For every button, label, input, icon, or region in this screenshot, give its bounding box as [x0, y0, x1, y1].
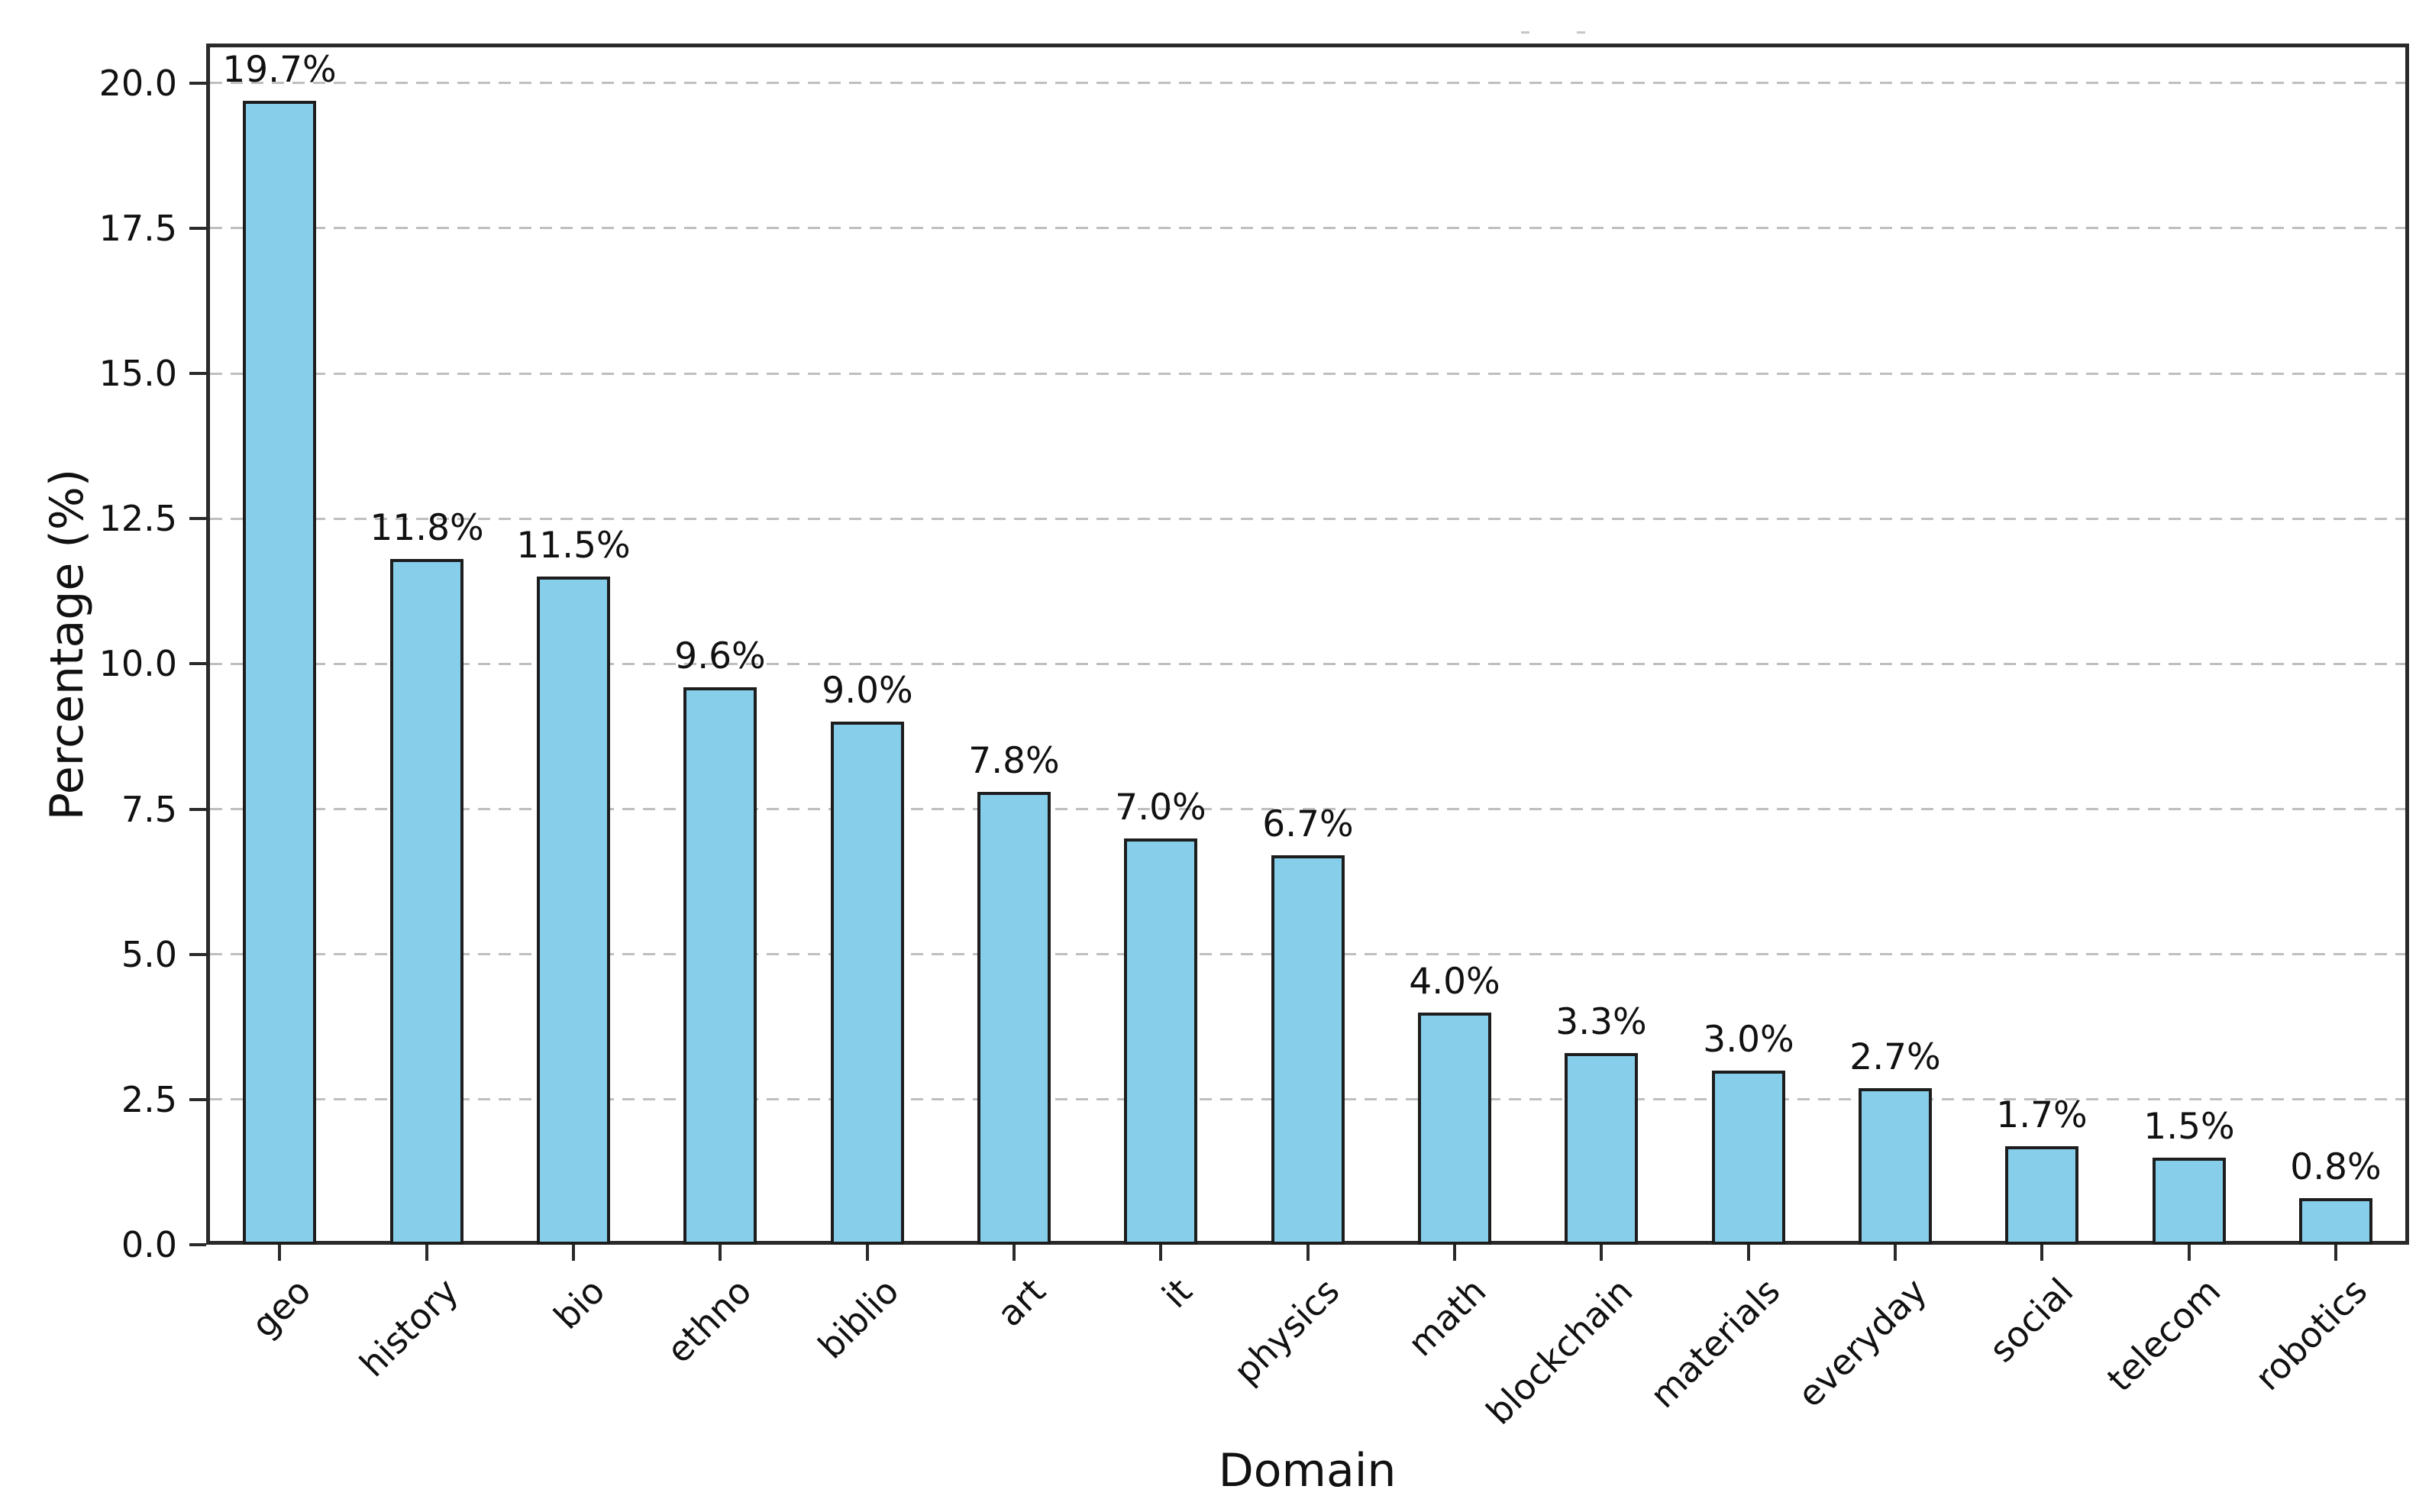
gridline-y-7.5	[210, 808, 2405, 811]
gridline-y-20	[210, 82, 2405, 85]
bar-value-label: 0.8%	[2290, 1146, 2382, 1188]
bar-value-label: 1.5%	[2143, 1106, 2235, 1148]
bar-value-label: 9.0%	[822, 670, 913, 712]
bar-value-label: 7.0%	[1115, 787, 1206, 829]
y-tick-mark	[189, 807, 206, 811]
x-tick-mark	[1013, 1245, 1016, 1261]
bar-everyday	[1859, 1088, 1932, 1245]
x-tick-mark	[1600, 1245, 1603, 1261]
x-tick-mark	[866, 1245, 869, 1261]
bar-materials	[1712, 1071, 1785, 1245]
y-tick-label: 0.0	[121, 1224, 177, 1265]
y-tick-label: 20.0	[99, 62, 177, 104]
x-tick-mark	[2040, 1245, 2043, 1261]
bar-biblio	[831, 722, 904, 1245]
gridline-y-10	[210, 662, 2405, 665]
y-tick-label: 10.0	[99, 643, 177, 685]
gridline-y-12.5	[210, 517, 2405, 520]
bar-value-label: 3.3%	[1555, 1001, 1647, 1043]
y-tick-label: 12.5	[99, 498, 177, 540]
x-tick-mark	[1453, 1245, 1456, 1261]
y-tick-label: 7.5	[121, 788, 177, 830]
bar-value-label: 7.8%	[968, 740, 1060, 782]
gridline-y-15	[210, 372, 2405, 375]
bar-bio	[537, 577, 610, 1245]
bar-value-label: 1.7%	[1996, 1094, 2088, 1136]
x-tick-mark	[425, 1245, 428, 1261]
y-tick-mark	[189, 517, 206, 521]
x-tick-mark	[1747, 1245, 1750, 1261]
x-tick-mark	[572, 1245, 575, 1261]
cropped-title-artifact	[1521, 31, 1529, 34]
y-tick-mark	[189, 226, 206, 230]
bar-robotics	[2299, 1198, 2372, 1245]
y-tick-mark	[189, 372, 206, 376]
bar-value-label: 2.7%	[1849, 1036, 1941, 1078]
bar-art	[977, 792, 1051, 1245]
x-tick-mark	[1159, 1245, 1162, 1261]
y-tick-mark	[189, 662, 206, 666]
x-tick-mark	[278, 1245, 281, 1261]
x-tick-mark	[719, 1245, 722, 1261]
bar-value-label: 6.7%	[1262, 803, 1354, 845]
x-tick-mark	[1894, 1245, 1897, 1261]
bar-social	[2005, 1146, 2078, 1245]
bar-geo	[243, 101, 316, 1245]
bar-physics	[1271, 855, 1345, 1245]
cropped-title-artifact	[1577, 31, 1585, 34]
gridline-y-17.5	[210, 227, 2405, 230]
bar-value-label: 9.6%	[674, 635, 766, 677]
bar-value-label: 4.0%	[1409, 961, 1500, 1003]
x-tick-mark	[2334, 1245, 2337, 1261]
bar-value-label: 19.7%	[222, 49, 337, 91]
y-tick-mark	[189, 81, 206, 85]
x-tick-label-robotics: robotics	[2246, 1270, 2375, 1399]
bar-history	[390, 559, 463, 1245]
bar-ethno	[683, 687, 757, 1245]
y-tick-label: 2.5	[121, 1078, 177, 1120]
y-tick-mark	[189, 1243, 206, 1246]
bar-value-label: 11.8%	[370, 507, 484, 549]
y-tick-label: 5.0	[121, 933, 177, 975]
x-tick-mark	[1306, 1245, 1310, 1261]
bar-blockchain	[1565, 1053, 1638, 1245]
x-axis-title: Domain	[1218, 1444, 1397, 1497]
y-tick-label: 17.5	[99, 207, 177, 249]
bar-math	[1418, 1013, 1491, 1245]
y-tick-label: 15.0	[99, 353, 177, 395]
bar-it	[1124, 838, 1197, 1245]
bar-value-label: 3.0%	[1703, 1019, 1794, 1061]
y-tick-mark	[189, 1097, 206, 1101]
bar-value-label: 11.5%	[516, 525, 631, 567]
x-tick-mark	[2188, 1245, 2191, 1261]
bar-telecom	[2153, 1158, 2226, 1245]
y-tick-mark	[189, 952, 206, 956]
